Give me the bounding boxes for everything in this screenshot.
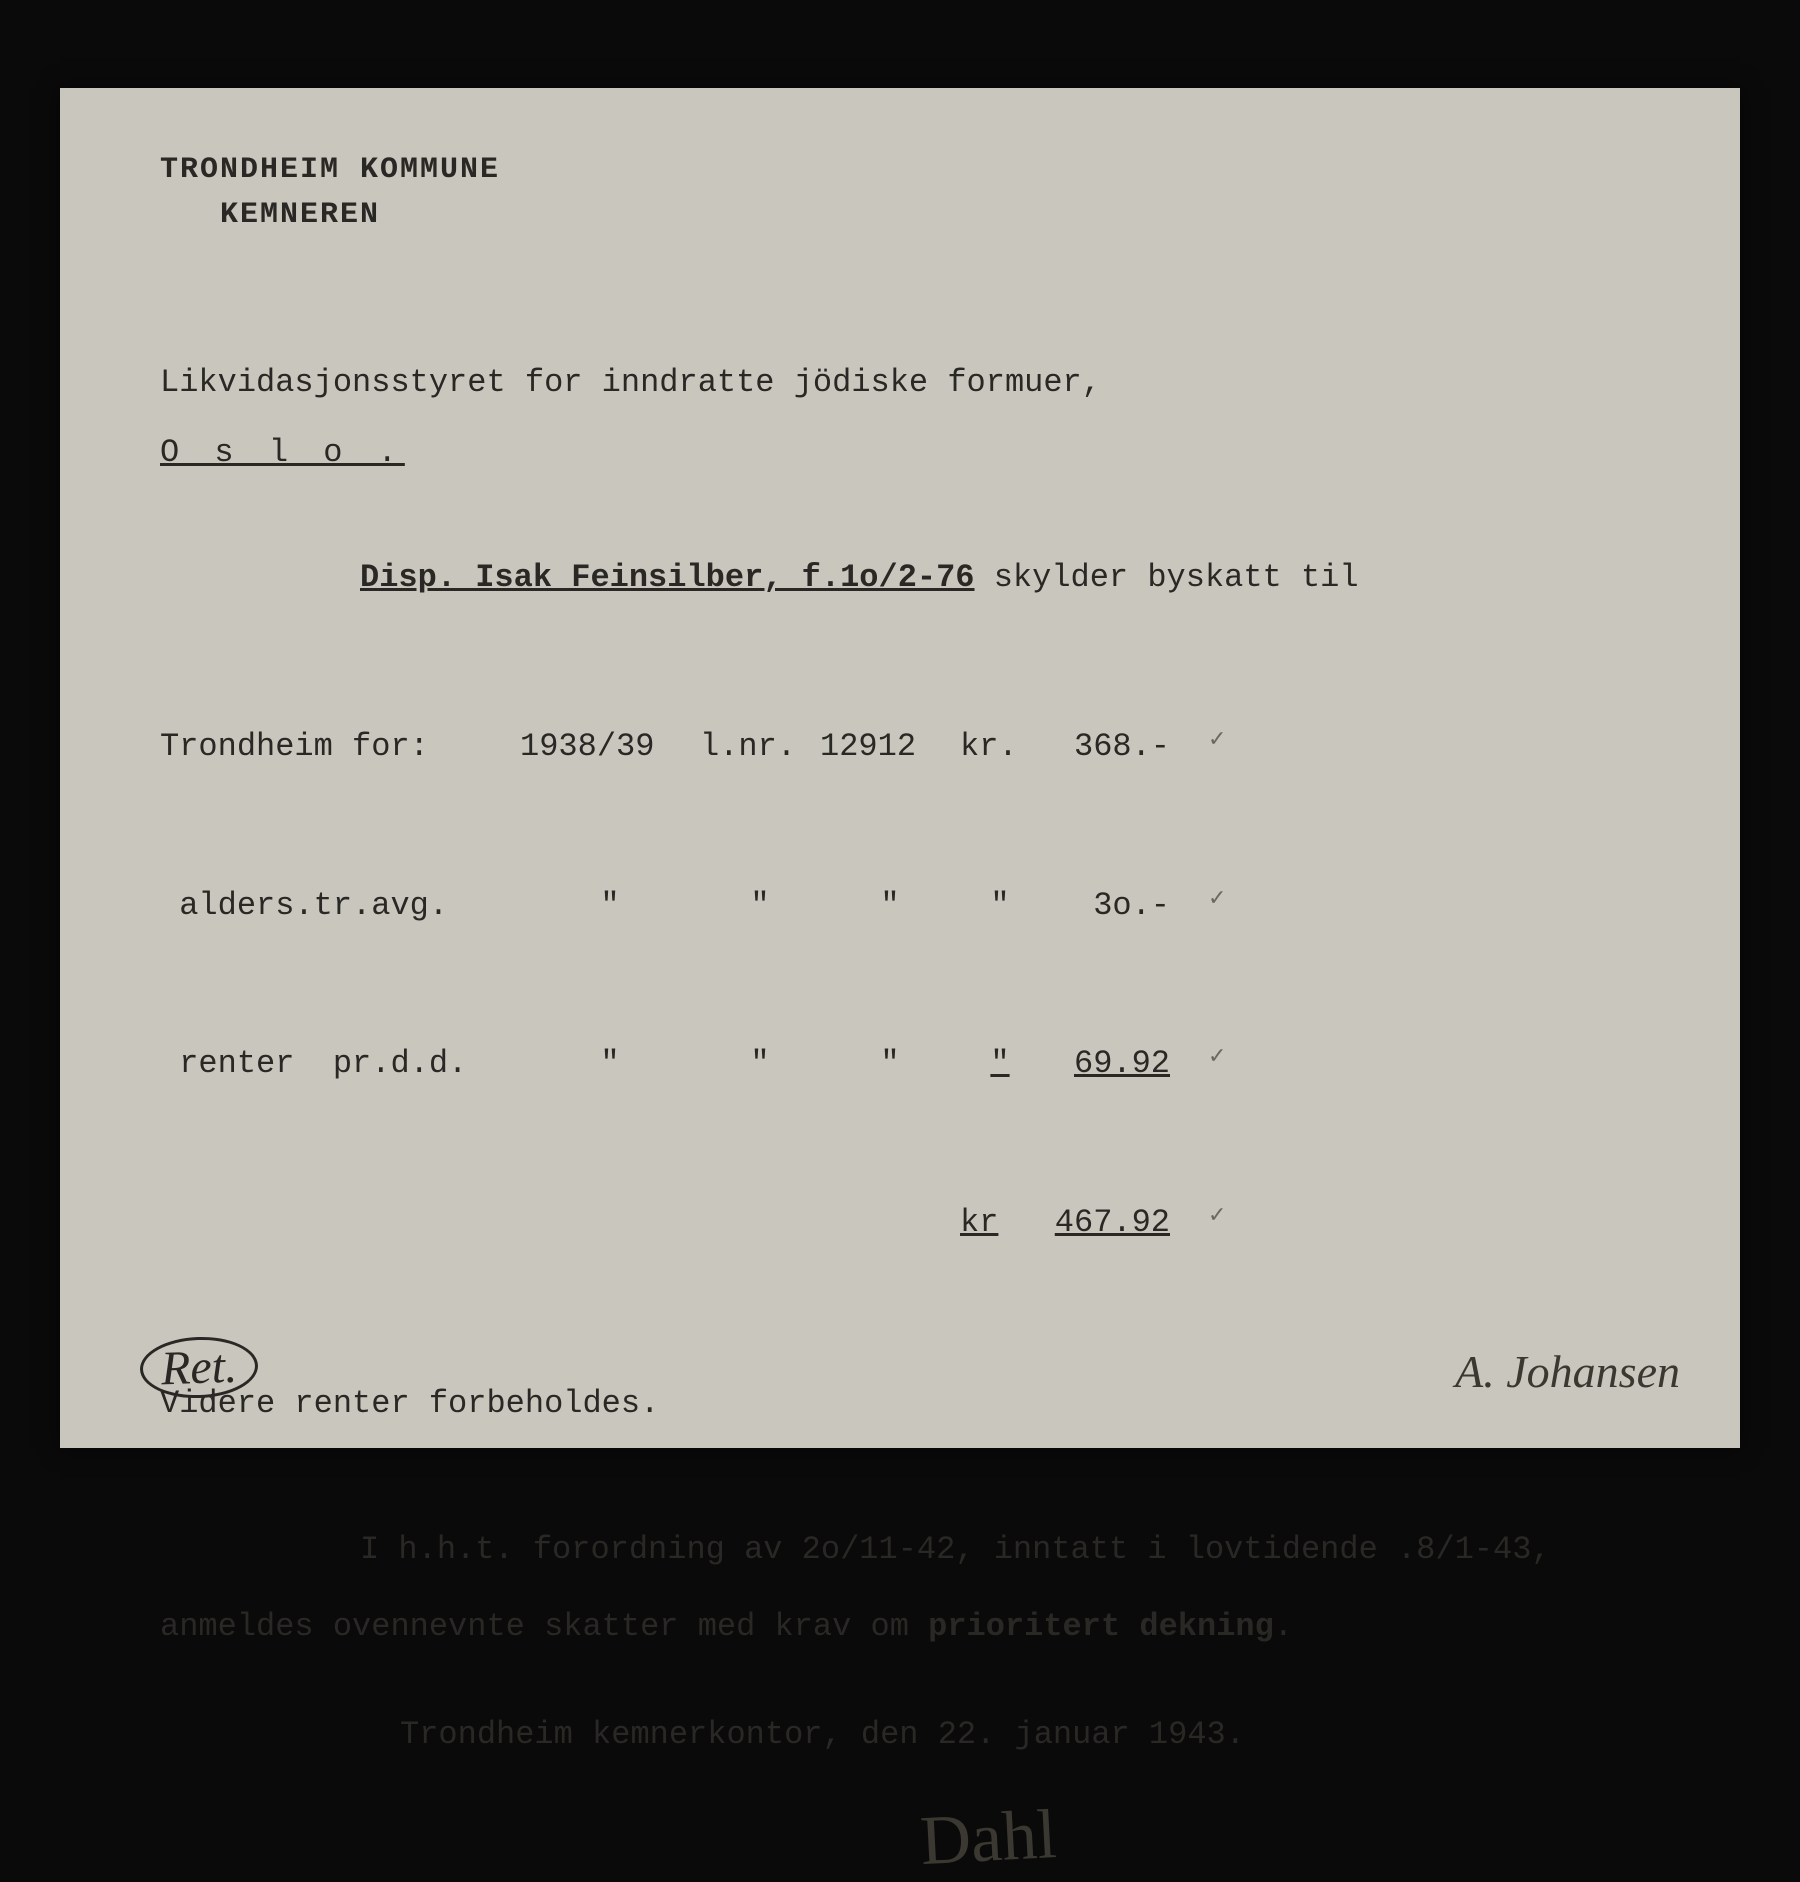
body-paragraph: I h.h.t. forordning av 2o/11-42, inntatt… bbox=[160, 1512, 1650, 1666]
body-text-bold: prioritert dekning bbox=[928, 1608, 1274, 1645]
cell-ditto: " bbox=[520, 1038, 700, 1091]
total-kr: kr bbox=[960, 1197, 1040, 1250]
signature-main: Dahl bbox=[918, 1763, 1651, 1881]
cell-amount: 3o.- bbox=[1040, 880, 1200, 933]
cell-ditto: " bbox=[960, 1038, 1040, 1091]
body-text-1: I h.h.t. forordning av 2o/11-42, inntatt… bbox=[360, 1531, 1551, 1568]
letterhead-line1: TRONDHEIM KOMMUNE bbox=[160, 148, 1650, 193]
checkmark-icon: ✓ bbox=[1208, 721, 1226, 774]
cell-amount: 368.- bbox=[1040, 721, 1200, 774]
tax-table: Trondheim for: 1938/39 l.nr. 12912 kr. 3… bbox=[160, 616, 1650, 1355]
document-page: TRONDHEIM KOMMUNE KEMNEREN Likvidasjonss… bbox=[60, 88, 1740, 1448]
closing-line: Trondheim kemnerkontor, den 22. januar 1… bbox=[400, 1716, 1650, 1753]
checkmark-icon: ✓ bbox=[1208, 880, 1226, 933]
subject-suffix: skylder byskatt til bbox=[975, 559, 1359, 596]
total-amount: 467.92 bbox=[1040, 1197, 1200, 1250]
reservation-note: Videre renter forbeholdes. bbox=[160, 1385, 1650, 1422]
addressee-city: O s l o . bbox=[160, 434, 405, 471]
cell-ditto: " bbox=[520, 880, 700, 933]
checkmark-icon: ✓ bbox=[1208, 1038, 1226, 1091]
cell-label: Trondheim for: bbox=[160, 721, 520, 774]
cell-label: alders.tr.avg. bbox=[160, 880, 520, 933]
table-row: alders.tr.avg. " " " " 3o.- ✓ bbox=[160, 880, 1650, 933]
cell-ditto: " bbox=[700, 880, 820, 933]
cell-lnr: l.nr. bbox=[700, 721, 820, 774]
cell-label: renter pr.d.d. bbox=[160, 1038, 520, 1091]
cell-year: 1938/39 bbox=[520, 721, 700, 774]
subject-person: Disp. Isak Feinsilber, f.1o/2-76 bbox=[360, 559, 975, 596]
body-text-2: anmeldes ovennevnte skatter med krav om bbox=[160, 1608, 928, 1645]
cell-ditto: " bbox=[960, 880, 1040, 933]
cell-ditto: " bbox=[820, 880, 960, 933]
subject-line: Disp. Isak Feinsilber, f.1o/2-76 skylder… bbox=[360, 559, 1650, 596]
letterhead: TRONDHEIM KOMMUNE KEMNEREN bbox=[160, 148, 1650, 238]
cell-num: 12912 bbox=[820, 721, 960, 774]
table-total-row: kr 467.92 ✓ bbox=[160, 1197, 1650, 1250]
letterhead-line2: KEMNEREN bbox=[220, 193, 1650, 238]
signature-bottom-right: A. Johansen bbox=[1455, 1345, 1680, 1398]
table-row: Trondheim for: 1938/39 l.nr. 12912 kr. 3… bbox=[160, 721, 1650, 774]
addressee-block: Likvidasjonsstyret for inndratte jödiske… bbox=[160, 348, 1650, 489]
cell-ditto: " bbox=[700, 1038, 820, 1091]
table-row: renter pr.d.d. " " " " 69.92 ✓ bbox=[160, 1038, 1650, 1091]
cell-amount: 69.92 bbox=[1040, 1038, 1200, 1091]
cell-kr: kr. bbox=[960, 721, 1040, 774]
checkmark-icon: ✓ bbox=[1208, 1197, 1226, 1250]
cell-ditto: " bbox=[820, 1038, 960, 1091]
addressee-line1: Likvidasjonsstyret for inndratte jödiske… bbox=[160, 348, 1650, 418]
body-text-3: . bbox=[1274, 1608, 1293, 1645]
